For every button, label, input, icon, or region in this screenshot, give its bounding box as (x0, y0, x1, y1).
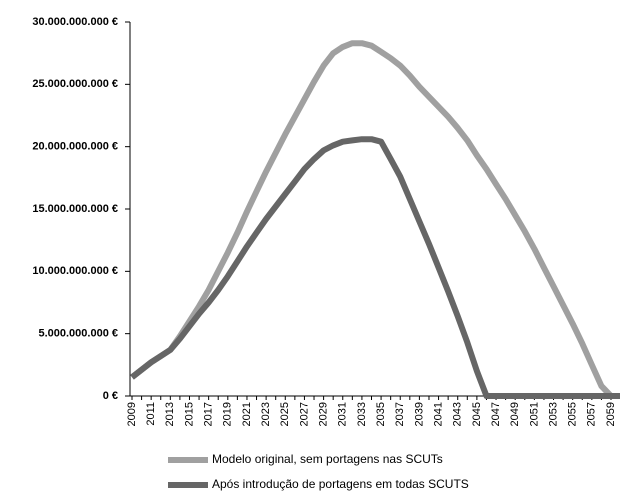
x-tick-label: 2045 (471, 402, 483, 426)
y-tick-label: 30.000.000.000 € (32, 16, 118, 28)
x-tick-label: 2031 (337, 402, 349, 426)
x-tick-label: 2025 (279, 402, 291, 426)
series-line (130, 40, 620, 399)
x-tick-label: 2043 (452, 402, 464, 426)
y-tick-label: 15.000.000.000 € (32, 203, 118, 215)
x-tick-label: 2035 (375, 402, 387, 426)
legend-label: Após introdução de portagens em todas SC… (212, 477, 469, 491)
x-tick-label: 2011 (145, 402, 157, 426)
x-tick-label: 2029 (318, 402, 330, 426)
x-tick-label: 2055 (567, 402, 579, 426)
x-tick-label: 2039 (413, 402, 425, 426)
y-tick-label: 25.000.000.000 € (32, 78, 118, 90)
series-line (130, 136, 620, 399)
y-tick-label: 0 € (103, 390, 118, 402)
x-tick-label: 2051 (528, 402, 540, 426)
y-tick-label: 5.000.000.000 € (38, 328, 118, 340)
x-tick-label: 2049 (509, 402, 521, 426)
x-tick-label: 2021 (241, 402, 253, 426)
x-tick-label: 2013 (164, 402, 176, 426)
x-tick-label: 2033 (356, 402, 368, 426)
legend-label: Modelo original, sem portagens nas SCUTs (212, 452, 443, 466)
x-tick-label: 2019 (222, 402, 234, 426)
x-tick-label: 2015 (183, 402, 195, 426)
x-tick-label: 2009 (126, 402, 138, 426)
y-tick-label: 10.000.000.000 € (32, 265, 118, 277)
x-tick-label: 2053 (547, 402, 559, 426)
x-tick-label: 2023 (260, 402, 272, 426)
x-tick-label: 2037 (394, 402, 406, 426)
x-tick-label: 2047 (490, 402, 502, 426)
x-tick-label: 2041 (432, 402, 444, 426)
y-tick-label: 20.000.000.000 € (32, 141, 118, 153)
x-tick-label: 2027 (298, 402, 310, 426)
x-tick-label: 2057 (586, 402, 598, 426)
x-tick-label: 2017 (203, 402, 215, 426)
x-tick-label: 2059 (605, 402, 617, 426)
